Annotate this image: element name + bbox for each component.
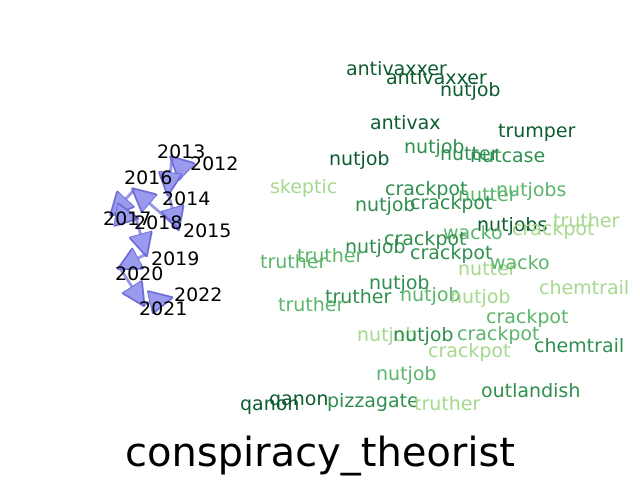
chart-title: conspiracy_theorist (125, 430, 515, 476)
year-label-2020: 2020 (115, 263, 163, 285)
word-label-truther: truther (278, 294, 344, 316)
word-label-truther: truther (297, 245, 363, 267)
word-label-nutjob: nutjob (404, 136, 465, 158)
arrow-2014-to-2015 (168, 192, 178, 228)
word-label-nutcase: nutcase (470, 145, 545, 167)
word-label-outlandish: outlandish (481, 380, 580, 402)
word-label-antivax: antivax (370, 112, 441, 134)
word-label-skeptic: skeptic (270, 176, 337, 198)
arrow-2020-to-2021 (118, 267, 143, 304)
arrow-2015-to-2016 (134, 190, 179, 230)
word-label-nutjobs: nutjobs (496, 179, 566, 201)
word-label-wacko: wacko (490, 252, 550, 274)
word-label-nutter: nutter (440, 143, 499, 165)
word-label-nutjob: nutjob (393, 324, 454, 346)
year-label-2016: 2016 (124, 167, 172, 189)
word-label-nutjobs: nutjobs (477, 214, 547, 236)
word-label-crackpot: crackpot (410, 242, 493, 264)
word-label-pizzagate: pizzagate (327, 390, 419, 412)
word-label-crackpot: crackpot (512, 218, 595, 240)
year-label-2012: 2012 (190, 153, 238, 175)
word-label-truther: truther (260, 251, 326, 273)
word-label-wacko: wacko (443, 222, 503, 244)
word-label-crackpot: crackpot (385, 178, 468, 200)
year-label-2022: 2022 (174, 284, 222, 306)
word-label-qanon: qanon (240, 393, 299, 415)
word-label-nutjob: nutjob (440, 79, 501, 101)
year-labels: 2012201320142015201620172018201920202021… (103, 141, 238, 320)
arrow-2019-to-2020 (120, 254, 147, 268)
word-label-truther: truther (325, 286, 391, 308)
word-label-nutter: nutter (458, 184, 517, 206)
word-label-crackpot: crackpot (384, 228, 467, 250)
word-label-antivaxxer: antivaxxer (346, 58, 447, 80)
word-label-nutter: nutter (458, 258, 517, 280)
arrow-2013-to-2014 (168, 157, 172, 193)
year-trajectory-arrows (112, 158, 186, 304)
word-label-crackpot: crackpot (410, 192, 493, 214)
arrow-2018-to-2019 (136, 217, 146, 254)
year-label-2018: 2018 (134, 212, 182, 234)
year-label-2015: 2015 (183, 220, 231, 242)
word-label-crackpot: crackpot (486, 306, 569, 328)
word-label-trumper: trumper (498, 120, 576, 142)
word-label-chemtrail: chemtrail (534, 335, 624, 357)
year-label-2021: 2021 (139, 298, 187, 320)
word-label-nutjob: nutjob (400, 284, 461, 306)
word-label-nutjob: nutjob (355, 194, 416, 216)
word-label-crackpot: crackpot (428, 340, 511, 362)
year-label-2017: 2017 (103, 208, 151, 230)
year-label-2019: 2019 (151, 248, 199, 270)
word-label-nutjob: nutjob (357, 324, 418, 346)
word-label-nutjob: nutjob (329, 148, 390, 170)
word-label-nutjob: nutjob (345, 236, 406, 258)
word-label-nutjob: nutjob (450, 286, 511, 308)
word-label-nutjob: nutjob (369, 272, 430, 294)
arrow-2021-to-2022 (142, 298, 170, 304)
year-label-2014: 2014 (162, 188, 210, 210)
word-label-chemtrail: chemtrail (539, 277, 629, 299)
word-label-qanon: qanon (269, 388, 328, 410)
word-label-antivaxxer: antivaxxer (386, 67, 487, 89)
arrow-2017-to-2018 (111, 214, 136, 218)
word-label-truther: truther (414, 393, 480, 415)
word-label-crackpot: crackpot (457, 323, 540, 345)
word-label-truther: truther (553, 210, 619, 232)
year-label-2013: 2013 (157, 141, 205, 163)
arrow-2012-to-2013 (172, 158, 186, 171)
word-label-nutjob: nutjob (376, 363, 437, 385)
